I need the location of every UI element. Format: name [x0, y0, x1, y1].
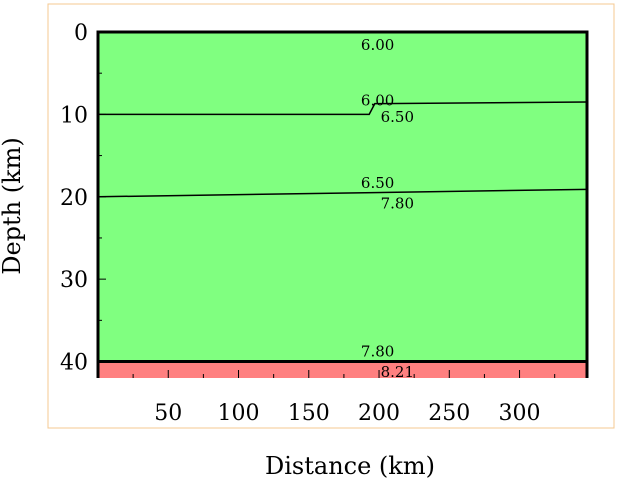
x-tick-label: 100: [218, 401, 260, 426]
velocity-label: 6.00: [361, 91, 394, 109]
velocity-label: 7.80: [361, 343, 394, 361]
plot-border: [96, 30, 589, 378]
velocity-label: 6.50: [381, 108, 414, 126]
y-tick-label: 10: [60, 103, 88, 128]
crust-layer: [98, 32, 587, 362]
y-axis-title: Depth (km): [0, 137, 26, 275]
y-tick-label: 40: [60, 351, 88, 376]
x-tick-label: 200: [358, 401, 400, 426]
x-tick-label: 150: [288, 401, 330, 426]
x-axis-title: Distance (km): [265, 452, 435, 480]
y-tick-label: 20: [60, 186, 88, 211]
y-tick-label: 30: [60, 268, 88, 293]
velocity-label: 6.50: [361, 174, 394, 192]
velocity-label: 6.00: [361, 36, 394, 54]
layer-boundary-2: [97, 188, 588, 198]
x-tick-label: 250: [428, 401, 470, 426]
y-tick-label: 0: [74, 21, 88, 46]
velocity-label: 8.21: [381, 363, 414, 381]
velocity-label: 7.80: [381, 194, 414, 212]
x-tick-label: 300: [499, 401, 541, 426]
layer-boundary-1: [98, 101, 588, 116]
mantle-layer: [98, 361, 587, 378]
x-tick-label: 50: [154, 401, 182, 426]
